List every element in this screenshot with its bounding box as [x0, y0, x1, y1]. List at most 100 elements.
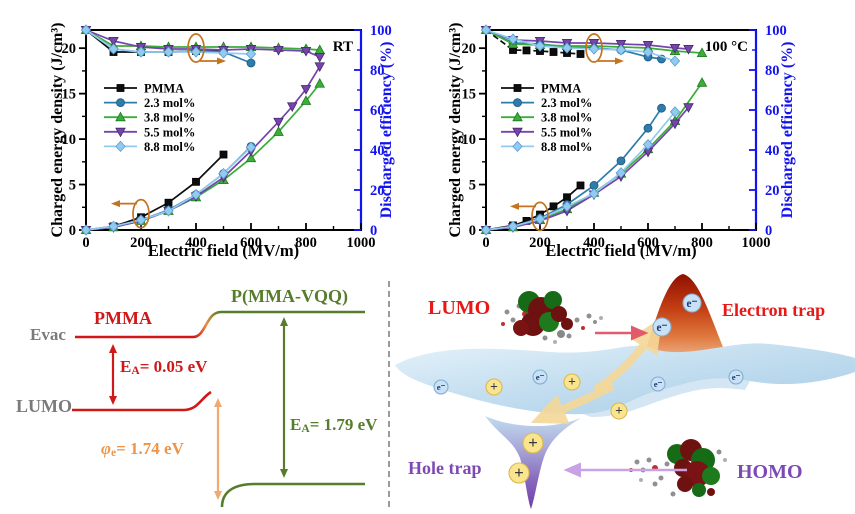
- vqq-lower-level-line: [220, 482, 365, 508]
- trap-diagram: e⁻ e⁻ e⁻ e⁻ e⁻ e⁻ + + + + + LUMO Electron trap Hol…: [395, 260, 855, 514]
- svg-text:e⁻: e⁻: [536, 372, 545, 382]
- svg-text:5: 5: [69, 178, 76, 194]
- svg-text:0: 0: [469, 223, 476, 239]
- ea-pmma-arrow: [109, 344, 117, 405]
- svg-text:e⁻: e⁻: [732, 372, 741, 382]
- svg-text:15: 15: [462, 87, 477, 103]
- ea-pmma-label: EA= 0.05 eV: [120, 357, 208, 378]
- svg-text:800: 800: [691, 235, 713, 251]
- svg-text:e⁻: e⁻: [437, 382, 446, 392]
- svg-text:40: 40: [765, 143, 780, 159]
- svg-text:0: 0: [370, 223, 377, 239]
- band-diagram: Evac PMMA P(MMA-VQQ) LUMO EA= 0.05 eV EA…: [0, 260, 395, 514]
- svg-text:10: 10: [62, 132, 77, 148]
- svg-text:8.8 mol%: 8.8 mol%: [541, 140, 592, 154]
- svg-text:Discharged efficiency (%): Discharged efficiency (%): [378, 42, 395, 219]
- svg-text:600: 600: [240, 235, 262, 251]
- svg-text:400: 400: [583, 235, 605, 251]
- lumo-level-label: LUMO: [16, 396, 72, 416]
- svg-text:Discharged efficiency (%): Discharged efficiency (%): [779, 42, 796, 219]
- svg-text:20: 20: [765, 183, 780, 199]
- svg-text:+: +: [514, 463, 524, 482]
- hole-trap-label: Hole trap: [408, 458, 482, 478]
- chart-panel-rt: 0 200 400 600 800 100005101520020406080100Ele…: [49, 23, 395, 260]
- svg-text:5.5 mol%: 5.5 mol%: [144, 125, 195, 139]
- chart-panel-100c: 0 200 400 600 800 100005101520020406080100Ele…: [447, 23, 796, 260]
- axis-pointer-ellipse: [531, 201, 549, 232]
- homo-molecule-image: [629, 439, 727, 497]
- ea-vqq-label: EA= 1.79 eV: [290, 415, 378, 436]
- svg-text:200: 200: [529, 235, 551, 251]
- svg-text:Charged energy density (J/cm³): Charged energy density (J/cm³): [49, 23, 66, 238]
- band-transition-curve: [192, 310, 222, 339]
- svg-text:400: 400: [185, 235, 207, 251]
- svg-text:5: 5: [469, 178, 476, 194]
- svg-text:Electric field (MV/m): Electric field (MV/m): [545, 241, 696, 260]
- svg-text:100: 100: [370, 23, 392, 39]
- svg-text:0: 0: [82, 235, 89, 251]
- svg-text:5.5 mol%: 5.5 mol%: [541, 125, 592, 139]
- svg-text:PMMA: PMMA: [541, 82, 581, 96]
- svg-text:e⁻: e⁻: [657, 322, 668, 334]
- svg-text:60: 60: [765, 103, 780, 119]
- svg-text:RT: RT: [333, 39, 353, 55]
- svg-text:+: +: [528, 433, 538, 452]
- svg-text:+: +: [568, 374, 576, 389]
- svg-text:+: +: [490, 379, 498, 394]
- hole-trap-valley: [485, 416, 581, 509]
- svg-text:Electric field (MV/m): Electric field (MV/m): [148, 241, 299, 260]
- svg-text:100 °C: 100 °C: [705, 39, 748, 55]
- svg-text:8.8 mol%: 8.8 mol%: [144, 140, 195, 154]
- svg-text:60: 60: [370, 103, 385, 119]
- svg-text:2.3 mol%: 2.3 mol%: [144, 96, 195, 110]
- panel-divider: [388, 281, 390, 507]
- svg-text:PMMA: PMMA: [144, 82, 184, 96]
- svg-text:3.8 mol%: 3.8 mol%: [144, 111, 195, 125]
- svg-text:20: 20: [462, 41, 477, 57]
- lumo-trap-label: LUMO: [428, 297, 491, 319]
- ea-vqq-arrow: [280, 317, 288, 478]
- charge-particles: e⁻e⁻e⁻e⁻e⁻e⁻+ ++++: [433, 293, 744, 484]
- svg-text:+: +: [615, 403, 623, 418]
- svg-text:800: 800: [295, 235, 317, 251]
- evac-label: Evac: [30, 325, 66, 344]
- svg-text:20: 20: [62, 41, 77, 57]
- phi-label: φe= 1.74 eV: [101, 439, 184, 460]
- svg-text:600: 600: [637, 235, 659, 251]
- electron-trap-label: Electron trap: [722, 300, 826, 320]
- axis-pointer-ellipse: [132, 198, 150, 229]
- svg-text:200: 200: [130, 235, 152, 251]
- lumo-molecule-image: [501, 291, 603, 344]
- svg-text:100: 100: [765, 23, 787, 39]
- series-8.8 mol%: [80, 24, 257, 236]
- svg-text:0: 0: [765, 223, 772, 239]
- svg-text:0: 0: [482, 235, 489, 251]
- svg-text:40: 40: [370, 143, 385, 159]
- series-8.8 mol%: [480, 24, 681, 236]
- band-diagram-canvas: [72, 310, 365, 508]
- axis-pointer-ellipse: [187, 33, 205, 63]
- svg-text:3.8 mol%: 3.8 mol%: [541, 111, 592, 125]
- pmma-vqq-label: P(MMA-VQQ): [231, 286, 348, 306]
- svg-text:10: 10: [462, 132, 477, 148]
- svg-text:1000: 1000: [347, 235, 376, 251]
- homo-label: HOMO: [737, 461, 803, 483]
- axis-pointer-ellipse: [585, 33, 603, 63]
- pmma-label: PMMA: [94, 308, 152, 328]
- svg-text:15: 15: [62, 87, 77, 103]
- svg-text:80: 80: [370, 63, 385, 79]
- polymer-sheet: [395, 343, 855, 415]
- lumo-level-line: [72, 390, 212, 412]
- trap-diagram-canvas: e⁻e⁻e⁻e⁻e⁻e⁻+ ++++: [395, 274, 855, 509]
- svg-text:Charged energy density (J/cm³): Charged energy density (J/cm³): [447, 23, 464, 238]
- svg-text:20: 20: [370, 183, 385, 199]
- svg-text:e⁻: e⁻: [687, 298, 698, 310]
- svg-text:2.3 mol%: 2.3 mol%: [541, 96, 592, 110]
- phi-arrow: [214, 398, 222, 500]
- svg-text:1000: 1000: [742, 235, 771, 251]
- svg-text:80: 80: [765, 63, 780, 79]
- svg-text:0: 0: [69, 223, 76, 239]
